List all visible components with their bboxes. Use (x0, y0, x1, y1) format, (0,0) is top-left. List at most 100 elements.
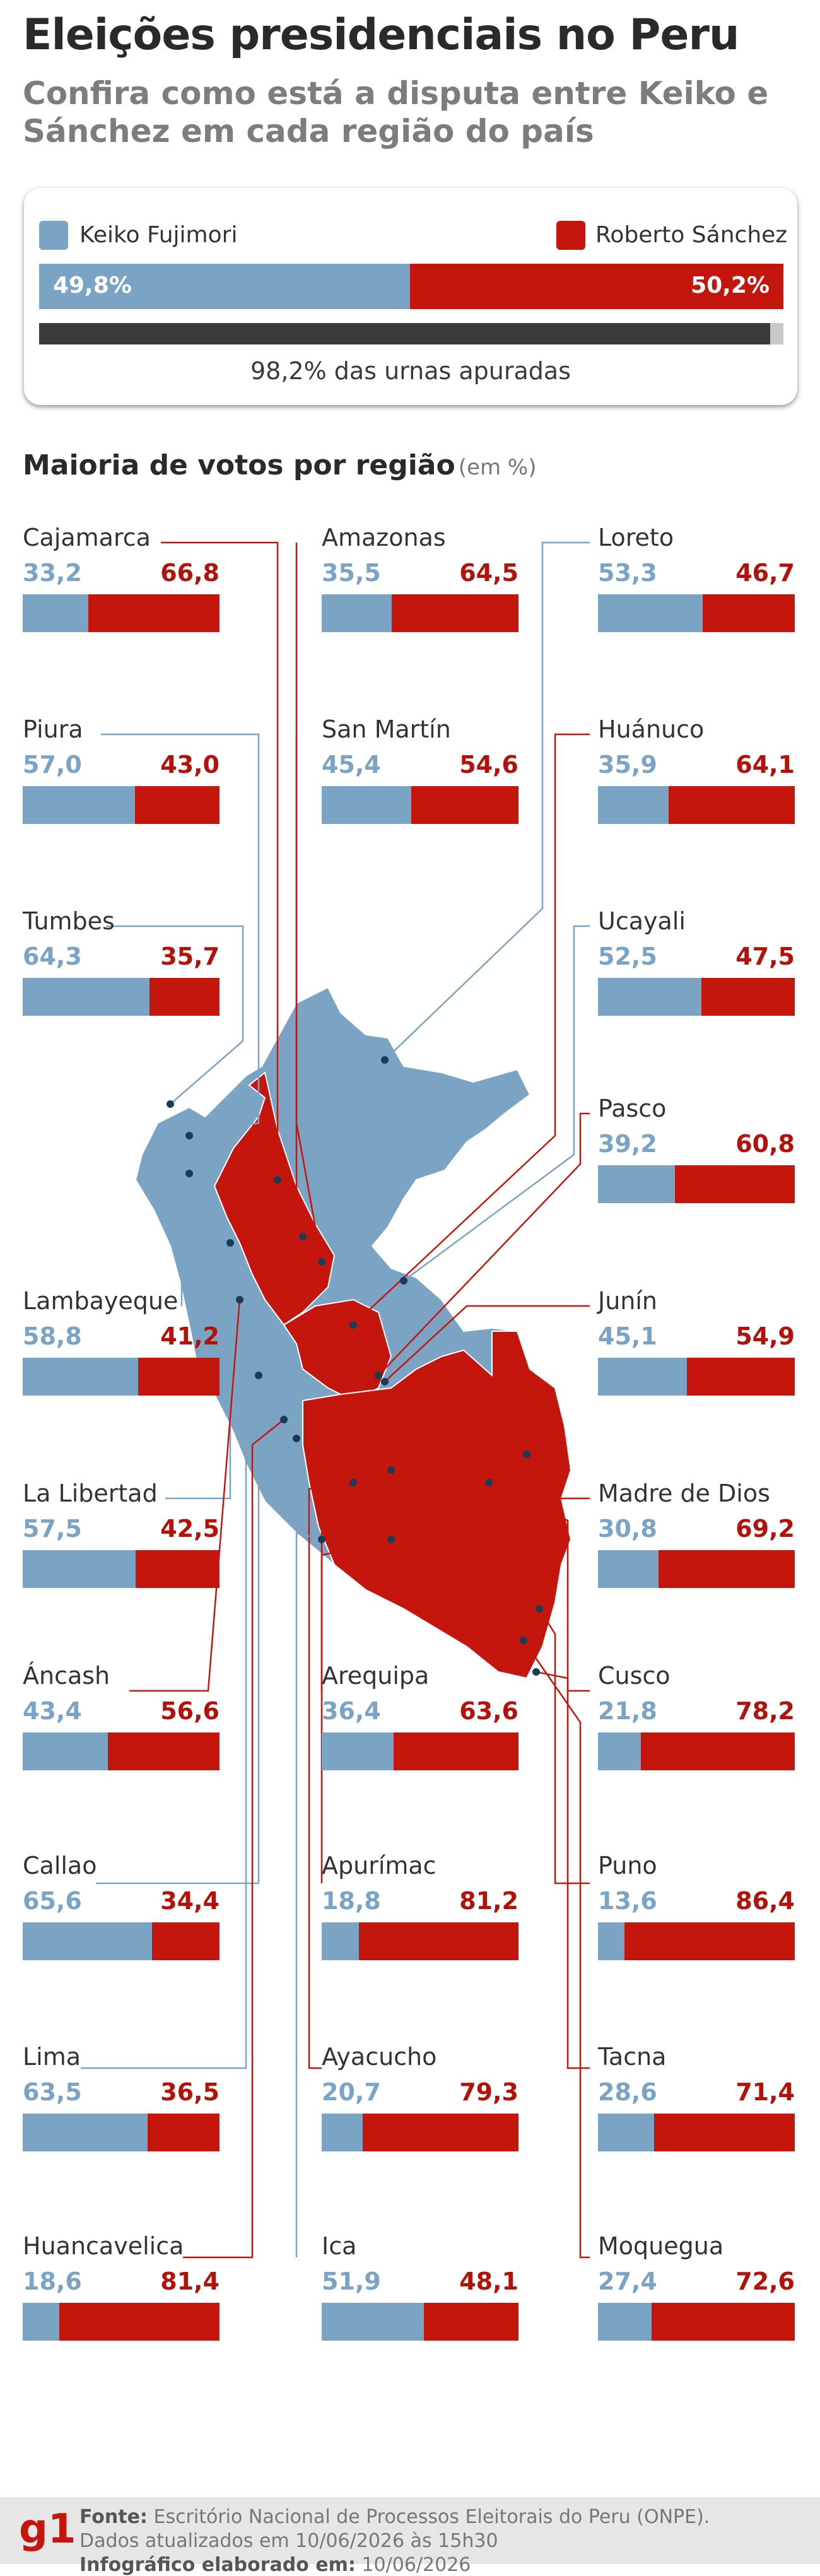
region-bar (598, 1358, 795, 1396)
region-apurimac: Apurímac 18,8 81,2 (322, 1852, 518, 1960)
region-arequipa: Arequipa 36,4 63,6 (322, 1662, 518, 1770)
map-dot-24 (318, 1536, 325, 1543)
keiko-bar-segment (598, 1550, 659, 1588)
sanchez-value: 63,6 (459, 1697, 518, 1725)
region-bar (23, 786, 220, 824)
sanchez-bar-segment (149, 978, 220, 1016)
region-name: Arequipa (322, 1662, 430, 1690)
sanchez-bar-segment (59, 2303, 220, 2341)
leader-moquegua (522, 1640, 590, 2259)
sanchez-value: 66,8 (160, 559, 220, 587)
region-bar (598, 786, 795, 824)
region-bar (322, 594, 518, 632)
region-ica: Ica 51,9 48,1 (322, 2232, 518, 2341)
map-dot-19 (520, 1637, 527, 1644)
region-bar (322, 1732, 518, 1770)
sanchez-value: 81,4 (160, 2267, 220, 2295)
keiko-value: 39,2 (598, 1130, 657, 1158)
region-bar (322, 2303, 518, 2341)
national-sanchez-bar: 50,2% (409, 264, 783, 309)
region-huancavelica: Huancavelica 18,6 81,4 (23, 2232, 220, 2341)
sanchez-bar-segment (148, 2114, 220, 2151)
sanchez-bar-segment (701, 978, 795, 1016)
keiko-value: 64,3 (23, 943, 82, 970)
keiko-bar-segment (322, 1922, 359, 1960)
sanchez-legend-label: Roberto Sánchez (595, 222, 788, 248)
sanchez-value: 48,1 (459, 2267, 518, 2295)
sanchez-bar-segment (88, 594, 220, 632)
keiko-bar-segment (23, 978, 149, 1016)
region-bar (598, 594, 795, 632)
footer-made: Infográfico elaborado em: 10/06/2026 (79, 2554, 471, 2576)
leader-pasco (378, 1112, 590, 1376)
region-name: Ucayali (598, 907, 686, 935)
keiko-value: 65,6 (23, 1887, 82, 1915)
keiko-bar-segment (322, 1732, 394, 1770)
keiko-bar-segment (598, 1732, 641, 1770)
map-dot-11 (226, 1239, 234, 1247)
sanchez-bar-segment (358, 1922, 518, 1960)
region-lima: Lima 63,5 36,5 (23, 2043, 220, 2151)
sanchez-bar-segment (641, 1732, 795, 1770)
region-name: Cusco (598, 1662, 671, 1690)
sanchez-value: 34,4 (160, 1887, 220, 1915)
national-keiko-pct: 49,8% (53, 273, 132, 298)
map-dot-15 (387, 1466, 395, 1474)
region-la-libertad: La Libertad 57,5 42,5 (23, 1479, 220, 1588)
sanchez-bar-segment (391, 594, 518, 632)
region-pasco: Pasco 39,2 60,8 (598, 1095, 795, 1203)
sanchez-bar-segment (659, 1550, 795, 1588)
section-unit: (em %) (458, 455, 537, 480)
keiko-bar-segment (322, 786, 411, 824)
leader-cusco (488, 1481, 590, 1692)
region-name: Áncash (23, 1662, 110, 1690)
region-bar (23, 1732, 220, 1770)
sanchez-value: 36,5 (160, 2078, 220, 2106)
region-bar (598, 1165, 795, 1203)
map-dot-14 (485, 1479, 493, 1486)
region-name: San Martín (322, 715, 451, 743)
keiko-bar-segment (598, 2114, 655, 2151)
region-madre-de-dios: Madre de Dios 30,8 69,2 (598, 1479, 795, 1588)
region-bar (23, 2303, 220, 2341)
keiko-value: 28,6 (598, 2078, 657, 2106)
keiko-value: 45,1 (598, 1322, 657, 1350)
keiko-value: 58,8 (23, 1322, 82, 1350)
keiko-value: 43,4 (23, 1697, 82, 1725)
keiko-value: 63,5 (23, 2078, 82, 2106)
region-name: Moquegua (598, 2232, 724, 2260)
footer: g1 Fonte: Escritório Nacional de Process… (0, 2497, 820, 2576)
map-dot-0 (381, 1056, 389, 1064)
keiko-value: 57,0 (23, 751, 82, 779)
region-cajamarca: Cajamarca 33,2 66,8 (23, 524, 220, 632)
region-name: Tacna (598, 2043, 667, 2071)
keiko-bar-segment (23, 786, 135, 824)
keiko-bar-segment (598, 1358, 687, 1396)
region-bar (23, 1922, 220, 1960)
footer-source: Fonte: Escritório Nacional de Processos … (79, 2506, 710, 2528)
peru-regions-map (81, 541, 590, 2259)
keiko-bar-segment (322, 594, 392, 632)
keiko-value: 35,5 (322, 559, 381, 587)
map-dot-13 (523, 1450, 530, 1458)
leader-huancavelica (183, 1419, 284, 2259)
map-dot-22 (293, 1435, 300, 1442)
sanchez-value: 54,6 (459, 751, 518, 779)
sanchez-bar-segment (108, 1732, 220, 1770)
keiko-legend-swatch (39, 221, 68, 250)
region-ancash: Áncash 43,4 56,6 (23, 1662, 220, 1770)
keiko-value: 21,8 (598, 1697, 657, 1725)
keiko-value: 27,4 (598, 2267, 657, 2295)
map-dot-6 (318, 1258, 325, 1266)
map-dot-12 (236, 1296, 243, 1303)
keiko-bar-segment (23, 2303, 60, 2341)
sanchez-value: 46,7 (735, 559, 795, 587)
region-name: Huánuco (598, 715, 705, 743)
keiko-value: 20,7 (322, 2078, 381, 2106)
region-name: Cajamarca (23, 524, 151, 551)
sanchez-legend-swatch (556, 221, 585, 250)
keiko-bar-segment (23, 2114, 148, 2151)
sanchez-value: 41,2 (160, 1322, 220, 1350)
keiko-bar-segment (23, 1922, 152, 1960)
region-name: Tumbes (23, 907, 115, 935)
